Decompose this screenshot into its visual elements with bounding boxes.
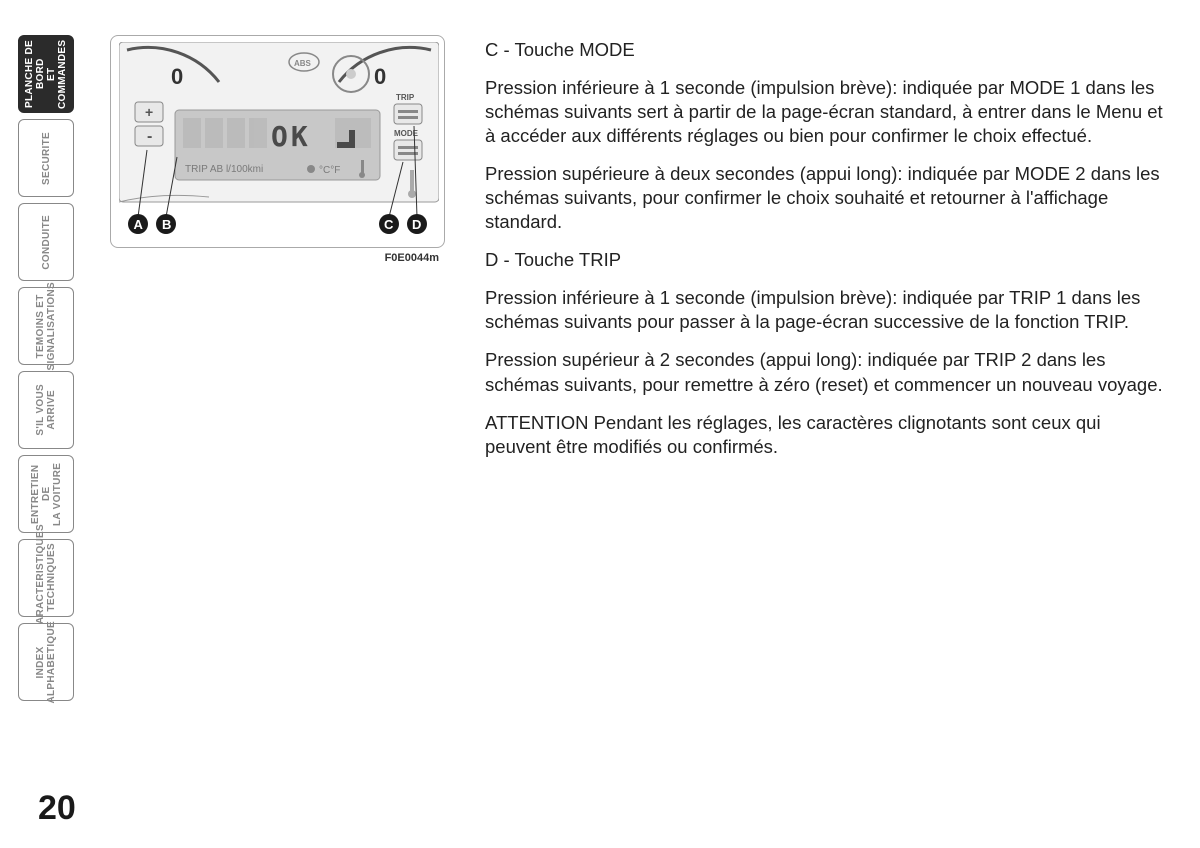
- paragraph: Pression inférieure à 1 seconde (impulsi…: [485, 286, 1165, 334]
- tab-label: S'IL VOUS ARRIVE: [35, 384, 57, 436]
- sidebar-tabs: PLANCHE DE BORD ET COMMANDES SECURITE CO…: [18, 35, 74, 701]
- svg-text:-: -: [147, 128, 152, 145]
- tab-sil-vous-arrive[interactable]: S'IL VOUS ARRIVE: [18, 371, 74, 449]
- tab-temoins[interactable]: TEMOINS ET SIGNALISATIONS: [18, 287, 74, 365]
- svg-text:TRIP AB l/100kmi: TRIP AB l/100kmi: [185, 164, 263, 175]
- tab-label: INDEX ALPHABETIQUE: [35, 621, 57, 704]
- tab-planche-de-bord[interactable]: PLANCHE DE BORD ET COMMANDES: [18, 35, 74, 113]
- svg-text:0: 0: [171, 64, 183, 89]
- svg-text:OK: OK: [271, 120, 311, 153]
- svg-text:+: +: [145, 104, 153, 120]
- tab-label: TEMOINS ET SIGNALISATIONS: [35, 282, 57, 370]
- tab-label: CARACTERISTIQUES TECHNIQUES: [35, 524, 57, 632]
- svg-text:D: D: [412, 217, 421, 232]
- page-number: 20: [38, 789, 76, 828]
- tab-label: SECURITE: [41, 132, 52, 185]
- svg-text:A: A: [134, 217, 144, 232]
- svg-text:TRIP: TRIP: [396, 93, 415, 102]
- svg-text:MODE: MODE: [394, 129, 419, 138]
- figure-caption: F0E0044m: [110, 252, 445, 264]
- svg-text:C: C: [384, 217, 394, 232]
- figure-frame: 0 0 ABS + - TRIP MODE: [110, 35, 445, 248]
- paragraph-heading-c: C - Touche MODE: [485, 38, 1165, 62]
- paragraph-attention: ATTENTION Pendant les réglages, les cara…: [485, 411, 1165, 459]
- tab-label: CONDUITE: [41, 215, 52, 270]
- tab-label: ENTRETIEN DE LA VOITURE: [30, 456, 63, 532]
- tab-index[interactable]: INDEX ALPHABETIQUE: [18, 623, 74, 701]
- svg-text:°C°F: °C°F: [319, 165, 340, 176]
- svg-text:0: 0: [374, 64, 386, 89]
- svg-text:B: B: [162, 217, 171, 232]
- paragraph: Pression inférieure à 1 seconde (impulsi…: [485, 76, 1165, 148]
- tab-securite[interactable]: SECURITE: [18, 119, 74, 197]
- paragraph-heading-d: D - Touche TRIP: [485, 248, 1165, 272]
- svg-text:ABS: ABS: [294, 59, 312, 68]
- tab-conduite[interactable]: CONDUITE: [18, 203, 74, 281]
- tab-caracteristiques[interactable]: CARACTERISTIQUES TECHNIQUES: [18, 539, 74, 617]
- paragraph: Pression supérieure à deux secondes (app…: [485, 162, 1165, 234]
- tab-entretien[interactable]: ENTRETIEN DE LA VOITURE: [18, 455, 74, 533]
- body-text: C - Touche MODE Pression inférieure à 1 …: [485, 38, 1165, 473]
- dashboard-figure: 0 0 ABS + - TRIP MODE: [110, 35, 445, 264]
- dashboard-illustration: 0 0 ABS + - TRIP MODE: [119, 42, 436, 237]
- tab-label: PLANCHE DE BORD ET COMMANDES: [24, 36, 68, 112]
- paragraph: Pression supérieur à 2 secondes (appui l…: [485, 348, 1165, 396]
